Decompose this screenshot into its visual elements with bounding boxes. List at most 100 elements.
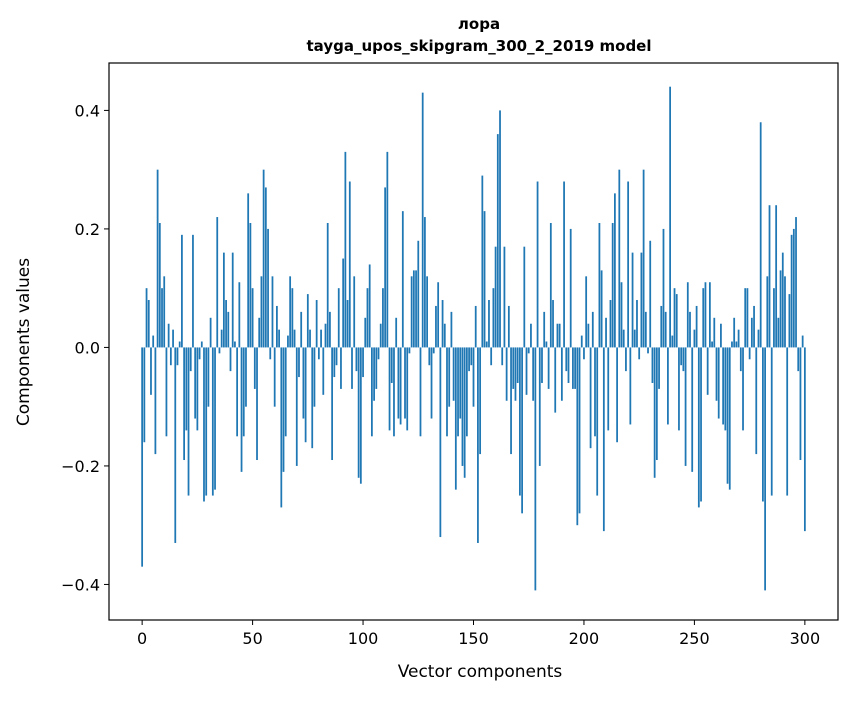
bar	[227, 311, 230, 348]
bar	[382, 288, 384, 348]
bar	[298, 347, 300, 378]
bar	[801, 335, 804, 348]
bar	[576, 347, 579, 526]
bar	[735, 341, 738, 348]
bar	[359, 347, 362, 484]
bar	[521, 347, 523, 514]
bar	[636, 300, 638, 348]
bar	[757, 329, 760, 348]
bar	[309, 329, 311, 348]
bar	[563, 181, 565, 348]
y-tick-label: 0.4	[75, 101, 100, 120]
bar	[609, 300, 612, 348]
bar	[163, 276, 166, 348]
bar	[386, 151, 389, 348]
bar	[326, 222, 329, 348]
y-tick-label: −0.4	[61, 575, 100, 594]
bar	[273, 347, 276, 407]
bar	[443, 323, 446, 348]
x-tick-label: 150	[458, 629, 489, 648]
bar	[779, 270, 782, 348]
x-tick-label: 0	[137, 629, 147, 648]
bar	[368, 264, 371, 348]
bar	[337, 288, 340, 348]
bar	[432, 347, 435, 354]
bar	[598, 222, 601, 348]
bar	[556, 323, 559, 348]
bar	[720, 323, 722, 348]
bar	[580, 335, 583, 348]
bar	[773, 288, 775, 348]
bar	[172, 329, 174, 348]
bar	[225, 300, 227, 348]
bar	[306, 294, 309, 348]
bar	[501, 347, 504, 366]
bar	[439, 347, 442, 538]
bar	[459, 347, 462, 419]
bar	[207, 347, 210, 407]
bar	[530, 323, 532, 348]
bar	[803, 347, 806, 532]
bar	[616, 347, 618, 443]
bar	[260, 276, 263, 348]
y-axis-label: Components values	[14, 258, 34, 426]
bar	[583, 347, 585, 360]
bar	[746, 288, 749, 348]
bar	[543, 311, 546, 348]
bar	[538, 347, 541, 466]
bar	[379, 323, 382, 348]
bar	[165, 347, 168, 437]
bar	[287, 335, 289, 348]
bar	[421, 92, 424, 348]
bar	[141, 347, 144, 567]
y-axis-ticks: −0.4 −0.2 0.0 0.2 0.4	[61, 101, 109, 594]
bar	[419, 347, 422, 437]
bar	[569, 228, 572, 348]
bar	[602, 347, 605, 532]
bar	[247, 193, 250, 348]
bar	[315, 300, 318, 348]
bar	[768, 205, 771, 348]
bar	[406, 347, 409, 431]
bar	[644, 311, 647, 348]
chart-title: лора	[458, 15, 500, 33]
bar	[231, 252, 234, 348]
bar	[728, 347, 731, 490]
bar	[492, 288, 495, 348]
bar	[753, 305, 755, 348]
bar	[194, 347, 197, 419]
bar	[691, 347, 694, 472]
bar	[355, 347, 358, 372]
bar	[633, 329, 636, 348]
bar	[512, 347, 515, 389]
bar	[267, 228, 269, 348]
bar	[494, 246, 497, 348]
bar	[697, 347, 700, 508]
bar	[371, 347, 373, 437]
bar	[189, 347, 192, 372]
bar	[505, 347, 508, 401]
bar	[658, 347, 660, 389]
bar	[346, 300, 349, 348]
bar	[147, 300, 150, 348]
bar	[187, 347, 190, 496]
bar	[781, 252, 784, 348]
bar	[192, 234, 194, 348]
bar	[412, 270, 415, 348]
bar	[744, 288, 747, 348]
bar	[450, 311, 453, 348]
bar	[585, 276, 588, 348]
bar	[196, 347, 199, 431]
bar	[622, 329, 625, 348]
bar	[496, 134, 499, 348]
bar	[651, 347, 654, 383]
bar	[722, 347, 725, 425]
bar	[541, 347, 543, 383]
bar	[249, 222, 252, 348]
bar	[390, 347, 393, 383]
bar	[282, 347, 285, 472]
bar	[731, 341, 733, 348]
bar	[415, 270, 417, 348]
bar	[276, 305, 278, 348]
bar	[525, 347, 528, 395]
